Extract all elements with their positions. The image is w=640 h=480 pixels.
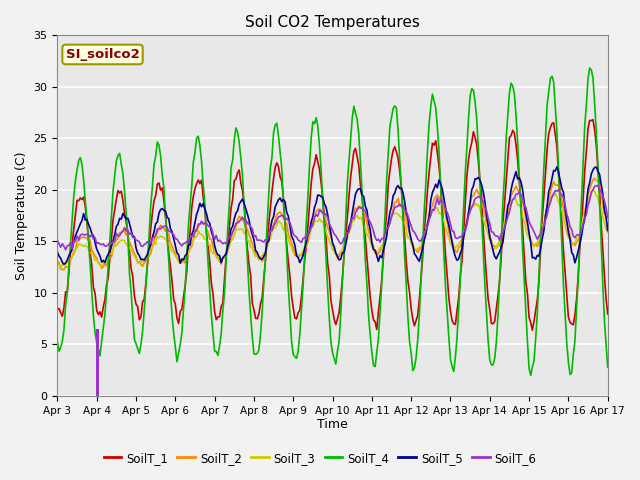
SoilT_3 <box>604 229 612 235</box>
SoilT_5 <box>486 234 493 240</box>
SoilT_4 <box>224 226 232 232</box>
SoilT_4 <box>484 338 492 344</box>
Line: SoilT_2: SoilT_2 <box>58 178 608 270</box>
SoilT_2 <box>486 233 493 239</box>
SoilT_4 <box>586 65 593 71</box>
SoilT_3 <box>474 201 482 207</box>
SoilT_5 <box>604 228 612 233</box>
SoilT_4 <box>65 264 73 269</box>
SoilT_1 <box>54 306 61 312</box>
SoilT_6 <box>604 215 612 220</box>
Legend: SoilT_1, SoilT_2, SoilT_3, SoilT_4, SoilT_5, SoilT_6: SoilT_1, SoilT_2, SoilT_3, SoilT_4, Soil… <box>99 447 541 469</box>
SoilT_2 <box>591 175 598 181</box>
Line: SoilT_5: SoilT_5 <box>58 167 608 264</box>
SoilT_4 <box>527 372 534 378</box>
SoilT_2 <box>60 267 68 273</box>
SoilT_6 <box>594 182 602 188</box>
Y-axis label: Soil Temperature (C): Soil Temperature (C) <box>15 151 28 280</box>
SoilT_6 <box>358 205 366 211</box>
SoilT_5 <box>54 249 61 255</box>
SoilT_4 <box>54 338 61 344</box>
SoilT_6 <box>54 237 61 243</box>
SoilT_1 <box>529 327 536 333</box>
Line: SoilT_6: SoilT_6 <box>58 185 608 250</box>
SoilT_4 <box>491 356 499 361</box>
SoilT_4 <box>604 364 612 370</box>
Text: SI_soilco2: SI_soilco2 <box>66 48 140 61</box>
SoilT_3 <box>57 266 65 272</box>
SoilT_6 <box>474 194 482 200</box>
SoilT_3 <box>54 261 61 267</box>
X-axis label: Time: Time <box>317 419 348 432</box>
SoilT_1 <box>224 243 232 249</box>
SoilT_5 <box>493 256 500 262</box>
SoilT_3 <box>589 188 596 193</box>
SoilT_2 <box>54 258 61 264</box>
SoilT_5 <box>225 239 233 245</box>
SoilT_1 <box>589 117 596 122</box>
SoilT_3 <box>67 256 74 262</box>
SoilT_4 <box>473 115 481 121</box>
SoilT_5 <box>474 175 482 180</box>
SoilT_3 <box>358 217 366 223</box>
SoilT_1 <box>491 319 499 324</box>
SoilT_5 <box>358 192 366 198</box>
SoilT_1 <box>473 142 481 147</box>
SoilT_2 <box>225 243 233 249</box>
SoilT_6 <box>493 233 500 239</box>
SoilT_1 <box>604 311 612 317</box>
SoilT_2 <box>604 226 612 231</box>
SoilT_6 <box>67 240 74 246</box>
SoilT_5 <box>60 261 68 267</box>
Line: SoilT_3: SoilT_3 <box>58 191 608 269</box>
SoilT_3 <box>486 237 493 243</box>
Line: SoilT_4: SoilT_4 <box>58 68 608 375</box>
Title: Soil CO2 Temperatures: Soil CO2 Temperatures <box>245 15 420 30</box>
SoilT_2 <box>493 245 500 251</box>
SoilT_1 <box>484 296 492 302</box>
Bar <box>96 329 99 396</box>
SoilT_1 <box>65 269 73 275</box>
SoilT_5 <box>67 250 74 255</box>
SoilT_6 <box>486 220 493 226</box>
SoilT_2 <box>358 206 366 212</box>
SoilT_2 <box>67 257 74 263</box>
SoilT_3 <box>493 245 500 251</box>
SoilT_3 <box>225 242 233 248</box>
SoilT_1 <box>356 182 364 188</box>
SoilT_4 <box>356 158 364 164</box>
SoilT_2 <box>474 190 482 195</box>
SoilT_5 <box>553 164 561 170</box>
SoilT_6 <box>225 234 233 240</box>
Line: SoilT_1: SoilT_1 <box>58 120 608 330</box>
SoilT_6 <box>61 247 69 252</box>
